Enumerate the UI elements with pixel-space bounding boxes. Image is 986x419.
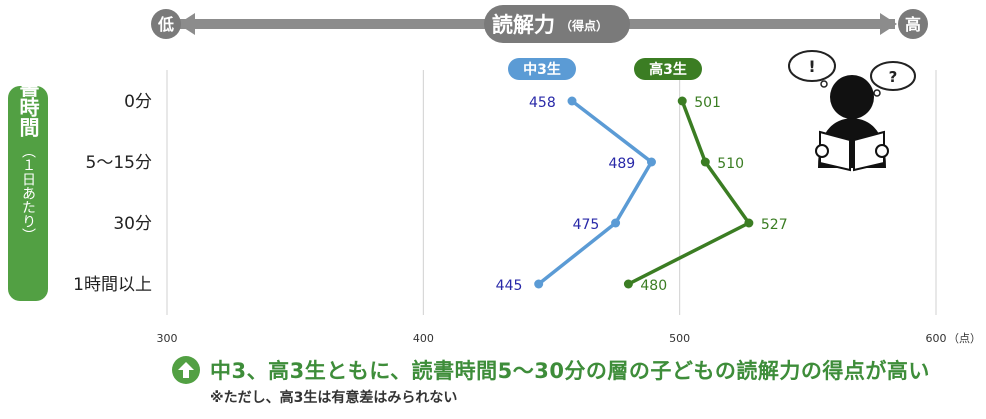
data-point — [623, 279, 633, 289]
footnote: ※ただし、高3生は有意差はみられない — [210, 390, 458, 406]
bubble-dot-right — [873, 89, 881, 97]
x-tick-label: 600 — [926, 332, 947, 345]
legend-hs-pill — [634, 58, 702, 80]
data-label: 480 — [640, 278, 667, 294]
data-label: 445 — [496, 278, 523, 294]
data-label: 510 — [717, 156, 744, 172]
question-mark: ? — [889, 68, 898, 86]
data-point — [567, 96, 577, 106]
yaxis-subtitle: （１日あたり） — [20, 144, 36, 242]
header-arrow-left — [178, 13, 195, 35]
low-label: 低 — [157, 15, 174, 34]
series-line — [627, 100, 751, 286]
legend-jhs-pill — [508, 58, 576, 80]
yaxis-title: 読書時間 — [16, 56, 40, 137]
data-point — [611, 218, 621, 228]
x-ticks: 300 400 500 600 — [157, 332, 947, 345]
header-pill — [484, 5, 630, 43]
data-point — [646, 157, 656, 167]
header-label: 読解力 — [492, 13, 555, 37]
data-point — [677, 96, 687, 106]
reading-person-illustration: ! ? — [788, 50, 916, 172]
data-label: 458 — [529, 95, 556, 111]
x-tick-label: 400 — [413, 332, 434, 345]
x-unit: （点） — [948, 332, 981, 345]
conclusion-text: 中3、高3生ともに、読書時間5〜30分の層の子どもの読解力の得点が高い — [210, 359, 930, 383]
high-label: 高 — [905, 15, 921, 34]
grid — [166, 70, 937, 315]
legend-jhs-label: 中3生 — [523, 61, 561, 78]
data-point — [744, 218, 754, 228]
person-head — [830, 75, 874, 119]
high-badge — [898, 9, 928, 39]
thought-bubble-left — [788, 50, 836, 82]
arrow-up-icon — [172, 356, 200, 384]
series-line — [537, 99, 654, 286]
yaxis-box — [8, 86, 48, 301]
axis-header: 低 高 読解力 （得点） — [151, 5, 928, 43]
category-label: 1時間以上 — [73, 275, 152, 295]
data-label: 527 — [761, 217, 788, 233]
right-hand — [875, 144, 889, 158]
x-tick-label: 500 — [669, 332, 690, 345]
x-tick-label: 300 — [157, 332, 178, 345]
legend-hs-label: 高3生 — [649, 61, 687, 78]
category-label: 30分 — [113, 214, 152, 234]
data-point — [700, 157, 710, 167]
category-label: 5〜15分 — [86, 153, 152, 173]
data-label: 475 — [573, 217, 600, 233]
header-arrow-right — [880, 13, 897, 35]
left-hand — [815, 144, 829, 158]
thought-bubble-right — [870, 61, 916, 91]
exclaim-mark: ! — [808, 57, 815, 76]
reading-chart: 低 高 読解力 （得点） 読書時間 （１日あたり） 300 400 500 600 （… — [8, 5, 981, 345]
legend: 中3生 高3生 — [508, 58, 702, 80]
data-label: 489 — [608, 156, 635, 172]
header-unit: （得点） — [560, 18, 608, 33]
bubble-dot-left — [820, 80, 828, 88]
category-labels: 0分 5〜15分 30分 1時間以上 — [73, 92, 152, 295]
yaxis-title-box: 読書時間 （１日あたり） — [8, 56, 48, 301]
low-badge — [151, 9, 181, 39]
series-layer: 458 489 475 445 501 510 527 480 — [496, 95, 788, 294]
data-label: 501 — [694, 95, 721, 111]
conclusion: 中3、高3生ともに、読書時間5〜30分の層の子どもの読解力の得点が高い — [172, 355, 930, 385]
category-label: 0分 — [124, 92, 152, 112]
data-point — [534, 279, 544, 289]
